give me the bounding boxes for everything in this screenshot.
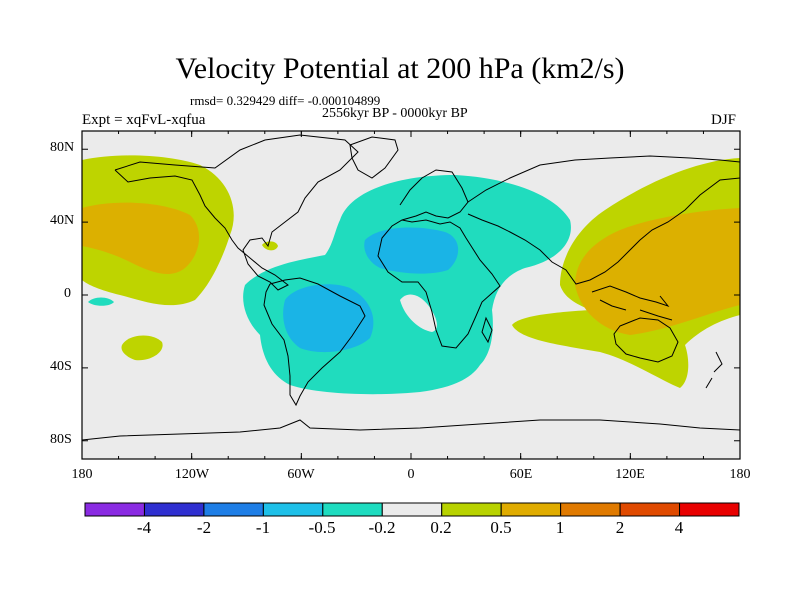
x-tick-60e: 60E bbox=[509, 467, 533, 482]
colorbar-swatch bbox=[143, 502, 205, 517]
colorbar-label-2: 2 bbox=[615, 518, 625, 537]
x-tick-180w: 180 bbox=[71, 467, 93, 482]
asia-coast bbox=[467, 155, 740, 285]
negative-region-mid-africa bbox=[364, 227, 459, 274]
colorbar-swatch bbox=[381, 502, 443, 517]
experiment-label: Expt = xqFvL-xqfua bbox=[82, 112, 206, 128]
colorbar-label-neg4: -4 bbox=[136, 518, 152, 537]
colorbar-label-1: 1 bbox=[555, 518, 565, 537]
madagascar-coast bbox=[481, 316, 493, 344]
colorbar-swatch bbox=[322, 502, 383, 517]
y-tick-40n: 40N bbox=[50, 213, 75, 228]
y-tick-80s: 80S bbox=[50, 432, 72, 447]
colorbar-label-02: 0.2 bbox=[430, 518, 452, 537]
negative-region-small-pacific bbox=[88, 297, 114, 306]
x-tick-120w: 120W bbox=[174, 467, 210, 482]
antarctica-coast bbox=[82, 419, 740, 441]
x-tick-180e: 180 bbox=[729, 467, 751, 482]
contour-field bbox=[82, 131, 740, 459]
coastlines bbox=[82, 134, 740, 441]
australia-coast bbox=[613, 317, 679, 363]
colorbar-label-neg02: -0.2 bbox=[368, 518, 396, 537]
colorbar-swatch bbox=[262, 502, 324, 517]
new-zealand-coast bbox=[705, 351, 723, 389]
stats-subtitle: rmsd= 0.329429 diff= -0.000104899 bbox=[190, 93, 381, 108]
y-tick-80n: 80N bbox=[50, 140, 75, 155]
positive-region-mid-epacific bbox=[82, 202, 200, 275]
positive-region-mid-wpacific bbox=[575, 208, 740, 335]
colorbar-label-neg05: -0.5 bbox=[308, 518, 336, 537]
maritime-asia-coast bbox=[591, 285, 673, 321]
colorbar-label-neg2: -2 bbox=[196, 518, 212, 537]
colorbar-swatch bbox=[560, 502, 621, 517]
colorbar-swatch bbox=[679, 502, 740, 517]
neutral-hole-atlantic bbox=[400, 294, 437, 332]
colorbar-swatch bbox=[619, 502, 681, 517]
greenland-coast bbox=[349, 136, 399, 179]
y-tick-40s: 40S bbox=[50, 359, 72, 374]
colorbar-swatch bbox=[203, 502, 264, 517]
x-tick-0: 0 bbox=[407, 467, 415, 482]
north-america-coast bbox=[114, 134, 359, 291]
colorbar bbox=[84, 502, 740, 517]
colorbar-swatch bbox=[84, 502, 145, 517]
y-tick-0: 0 bbox=[64, 286, 71, 301]
colorbar-label-neg1: -1 bbox=[255, 518, 271, 537]
positive-region-small-pacific bbox=[121, 335, 163, 361]
x-tick-60w: 60W bbox=[287, 467, 315, 482]
x-tick-120e: 120E bbox=[615, 467, 645, 482]
south-america-coast bbox=[263, 277, 366, 407]
colorbar-label-05: 0.5 bbox=[490, 518, 512, 537]
colorbar-swatch bbox=[500, 502, 562, 517]
colorbar-label-4: 4 bbox=[674, 518, 684, 537]
map-title: Velocity Potential at 200 hPa (km2/s) bbox=[175, 52, 625, 85]
season-label: DJF bbox=[711, 112, 737, 128]
period-subtitle: 2556kyr BP - 0000kyr BP bbox=[322, 106, 468, 121]
axis-ticks bbox=[81, 131, 741, 459]
colorbar-swatch bbox=[441, 502, 502, 517]
